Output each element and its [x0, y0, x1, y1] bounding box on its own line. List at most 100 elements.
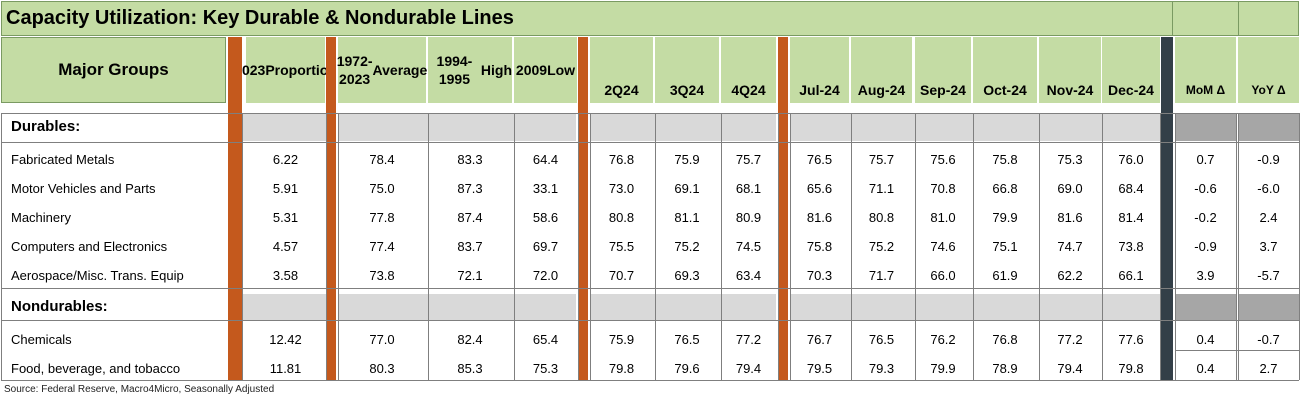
data-cell: -0.2	[1194, 210, 1217, 225]
grid-vline	[1102, 113, 1103, 380]
grid-vline	[1299, 113, 1300, 380]
data-cell: 64.4	[532, 152, 559, 167]
data-cell: 76.8	[608, 152, 635, 167]
column-separator	[778, 37, 788, 380]
data-cell: 77.2	[735, 332, 762, 347]
column-header-subtext: High	[480, 62, 512, 78]
grid-vline	[778, 113, 779, 380]
data-cell: 79.5	[806, 361, 833, 376]
data-cell: 78.4	[369, 152, 395, 167]
column-header-avg: 1972-2023 Average	[336, 37, 427, 103]
data-cell: 79.8	[608, 361, 635, 376]
data-cell: 79.4	[735, 361, 762, 376]
data-cell: 70.8	[930, 181, 956, 196]
data-cell: 65.6	[806, 181, 833, 196]
column-header-text: 4Q24	[731, 82, 766, 98]
data-cell: 75.8	[806, 239, 833, 254]
grid-vline	[326, 113, 327, 380]
column-header-dec: Dec-24	[1102, 37, 1160, 103]
section-band	[590, 294, 776, 321]
row-label: Food, beverage, and tobacco	[11, 361, 181, 376]
data-cell: 0.4	[1196, 332, 1215, 347]
data-cell: 76.8	[992, 332, 1018, 347]
data-cell: 63.4	[735, 268, 762, 283]
grid-vline	[655, 113, 656, 380]
row-label: Aerospace/Misc. Trans. Equip	[11, 268, 184, 283]
data-cell: 11.81	[269, 361, 302, 376]
grid-vline	[590, 113, 591, 380]
row-label: Fabricated Metals	[11, 152, 115, 167]
data-cell: 3.58	[272, 268, 299, 283]
data-cell: -5.7	[1257, 268, 1280, 283]
data-cell: -0.6	[1194, 181, 1217, 196]
column-header-text: Sep-24	[920, 82, 966, 98]
column-header-jul: Jul-24	[790, 37, 849, 103]
grid-vline	[578, 113, 579, 380]
column-header-high: 1994-1995 High	[428, 37, 512, 103]
data-cell: 73.0	[608, 181, 635, 196]
data-cell: 80.8	[608, 210, 635, 225]
data-cell: 75.9	[608, 332, 635, 347]
source-note: Source: Federal Reserve, Macro4Micro, Se…	[4, 384, 275, 395]
column-header-text: 2Q24	[604, 82, 639, 98]
data-cell: 69.7	[532, 239, 559, 254]
data-cell: 76.0	[1118, 152, 1144, 167]
row-label: Chemicals	[11, 332, 72, 347]
data-cell: 71.7	[868, 268, 895, 283]
data-cell: 75.3	[532, 361, 559, 376]
data-cell: 77.0	[369, 332, 395, 347]
data-cell: -0.9	[1194, 239, 1217, 254]
grid-hline	[1, 380, 1299, 381]
column-header-text: MoM Δ	[1185, 83, 1226, 97]
data-cell: 75.5	[608, 239, 635, 254]
column-header-text: Oct-24	[983, 82, 1027, 98]
section-band	[338, 114, 576, 141]
column-header-text: Nov-24	[1046, 82, 1094, 98]
column-header-aug: Aug-24	[851, 37, 912, 103]
data-cell: 75.2	[674, 239, 700, 254]
column-header-q4: 4Q24	[721, 37, 776, 103]
grid-vline	[1039, 113, 1040, 380]
column-header-subtext: Low	[547, 62, 576, 78]
data-cell: 5.31	[272, 210, 299, 225]
grid-hline	[1, 113, 1299, 114]
column-header-sep: Sep-24	[915, 37, 971, 103]
column-header-text: 1972-2023	[336, 53, 373, 87]
data-cell: 61.9	[992, 268, 1018, 283]
data-cell: 80.8	[868, 210, 895, 225]
column-header-yoy: YoY Δ	[1238, 37, 1299, 103]
data-cell: 75.9	[674, 152, 700, 167]
grid-vline	[1236, 113, 1237, 380]
grid-vline	[1238, 113, 1239, 380]
grid-vline	[428, 113, 429, 380]
data-cell: 81.4	[1118, 210, 1144, 225]
data-cell: 73.8	[1118, 239, 1144, 254]
data-cell: 69.3	[674, 268, 700, 283]
data-cell: 77.6	[1118, 332, 1144, 347]
grid-hline	[1175, 350, 1299, 351]
data-cell: 77.8	[369, 210, 395, 225]
section-band-dark	[1175, 114, 1236, 141]
column-header-text: Aug-24	[857, 82, 906, 98]
column-header-prop: 2023 Proportion	[234, 37, 337, 103]
title-bar: Capacity Utilization: Key Durable & Nond…	[1, 1, 1299, 36]
section-band	[242, 294, 326, 321]
data-cell: 66.1	[1118, 268, 1144, 283]
data-cell: 72.1	[457, 268, 483, 283]
data-cell: 81.1	[674, 210, 700, 225]
data-cell: 66.8	[992, 181, 1018, 196]
data-cell: 75.6	[930, 152, 956, 167]
data-cell: 74.5	[735, 239, 762, 254]
section-band-dark	[1238, 294, 1299, 321]
data-cell: 72.0	[532, 268, 559, 283]
column-header-nov: Nov-24	[1039, 37, 1101, 103]
data-cell: 70.7	[608, 268, 635, 283]
data-cell: 3.7	[1259, 239, 1278, 254]
data-cell: 79.9	[930, 361, 956, 376]
grid-hline	[1, 142, 1299, 143]
section-band-dark	[1238, 114, 1299, 141]
data-cell: 76.5	[868, 332, 895, 347]
data-cell: 33.1	[532, 181, 559, 196]
data-cell: 81.6	[1057, 210, 1083, 225]
data-cell: 0.7	[1196, 152, 1215, 167]
